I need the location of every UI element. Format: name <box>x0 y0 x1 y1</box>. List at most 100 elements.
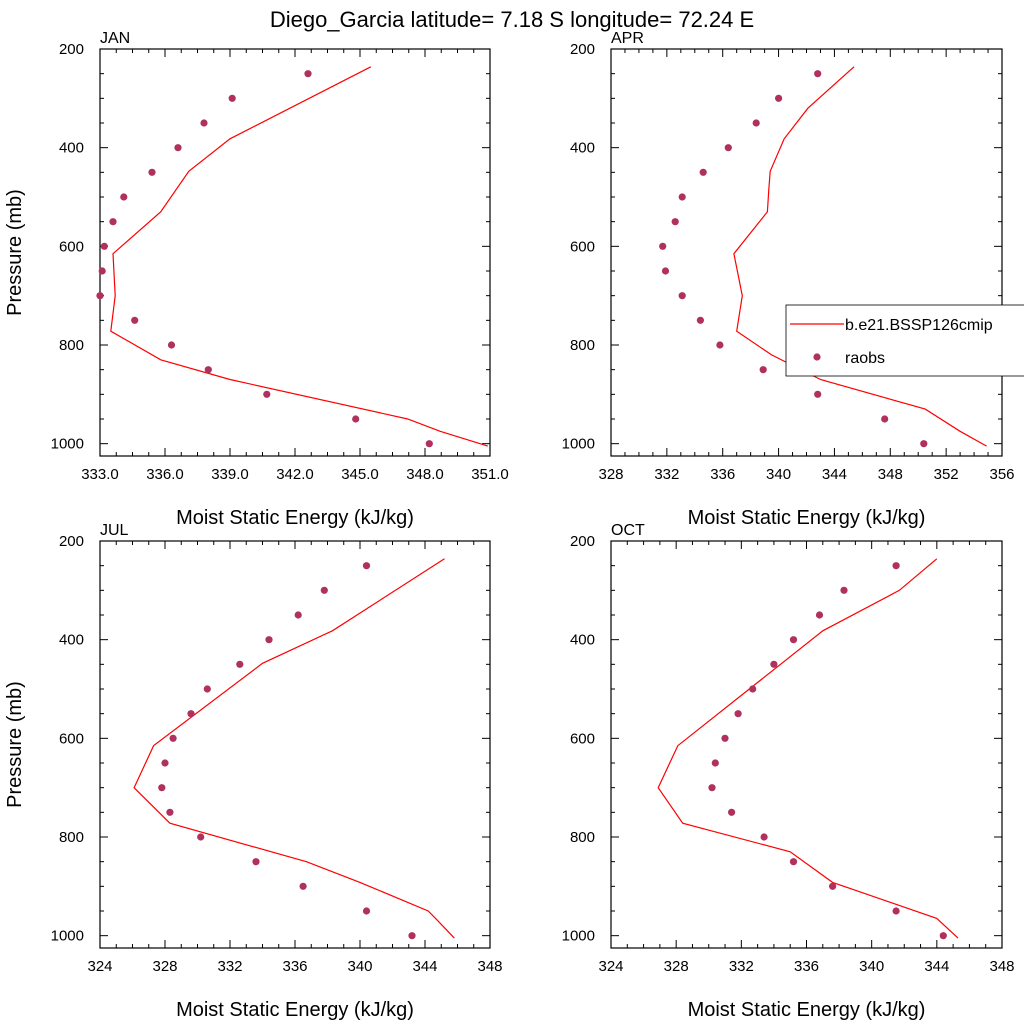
x-tick-label: 356 <box>989 466 1014 483</box>
x-tick-label: 340 <box>347 958 372 975</box>
raobs-point <box>814 390 822 398</box>
x-tick-label: 340 <box>766 466 791 483</box>
raobs-point <box>299 882 307 890</box>
raobs-point <box>204 366 212 374</box>
x-tick-label: 340 <box>859 958 884 975</box>
raobs-point <box>881 415 889 423</box>
x-tick-label: 332 <box>654 466 679 483</box>
y-tick-label: 400 <box>570 632 595 649</box>
raobs-point <box>320 586 328 594</box>
y-tick-label: 400 <box>59 632 84 649</box>
raobs-point <box>169 734 177 742</box>
raobs-point <box>721 734 729 742</box>
x-tick-label: 332 <box>729 958 754 975</box>
x-tick-label: 344 <box>924 958 949 975</box>
y-tick-label: 200 <box>570 533 595 550</box>
raobs-point <box>671 218 679 226</box>
raobs-point <box>109 218 117 226</box>
x-axis-label: Moist Static Energy (kJ/kg) <box>176 507 414 529</box>
raobs-point <box>236 660 244 668</box>
y-tick-label: 800 <box>570 337 595 354</box>
raobs-point <box>789 636 798 644</box>
raobs-point <box>814 70 822 78</box>
panel-jul: JUL 324 328 332 336 340 344 348 200 400 600 800 1000… <box>4 522 503 1021</box>
raobs-point <box>187 710 195 718</box>
y-tick-label: 200 <box>570 41 595 58</box>
legend: b.e21.BSSP126cmip raobs <box>785 304 1024 377</box>
panel-apr: APR 328 332 336 340 344 348 352 356 200 400 600 800 1… <box>562 30 1015 529</box>
x-tick-label: 333.0 <box>81 466 119 483</box>
raobs-point <box>228 94 236 102</box>
raobs-point <box>708 784 716 792</box>
series-line-model <box>133 558 455 939</box>
raobs-point <box>775 94 783 102</box>
x-tick-label: 328 <box>664 958 689 975</box>
x-axis-label: Moist Static Energy (kJ/kg) <box>688 507 926 529</box>
raobs-point <box>759 366 767 374</box>
y-tick-label: 400 <box>59 140 84 157</box>
raobs-point <box>728 808 736 816</box>
y-tick-label: 600 <box>59 238 84 255</box>
plot-frame <box>610 540 1003 949</box>
raobs-point <box>815 611 824 619</box>
y-axis-label: Pressure (mb) <box>4 189 26 316</box>
series-line-model <box>657 558 959 939</box>
y-tick-label: 800 <box>59 829 84 846</box>
raobs-point <box>724 144 732 152</box>
raobs-point <box>696 316 705 324</box>
raobs-point <box>304 70 312 78</box>
plot-frame <box>99 540 491 949</box>
raobs-point <box>892 562 900 570</box>
raobs-point <box>252 858 260 866</box>
raobs-point <box>699 168 707 176</box>
x-tick-label: 328 <box>598 466 623 483</box>
x-tick-label: 324 <box>598 958 623 975</box>
y-tick-label: 1000 <box>51 928 84 945</box>
y-tick-label: 600 <box>570 730 595 747</box>
y-tick-label: 800 <box>570 829 595 846</box>
x-tick-label: 332 <box>217 958 242 975</box>
raobs-point <box>892 907 900 915</box>
x-tick-label: 342.0 <box>276 466 314 483</box>
plot-frame <box>99 48 491 457</box>
figure-title: Diego_Garcia latitude= 7.18 S longitude=… <box>270 7 754 32</box>
raobs-point <box>352 415 360 423</box>
x-tick-label: 336.0 <box>146 466 184 483</box>
raobs-point <box>749 685 757 693</box>
raobs-point <box>770 660 778 668</box>
y-tick-label: 1000 <box>51 436 84 453</box>
raobs-point <box>659 242 667 250</box>
raobs-point <box>158 784 166 792</box>
x-axis-label: Moist Static Energy (kJ/kg) <box>176 999 414 1021</box>
y-tick-label: 800 <box>59 337 84 354</box>
y-tick-label: 600 <box>570 238 595 255</box>
raobs-point <box>920 440 928 448</box>
x-axis-label: Moist Static Energy (kJ/kg) <box>688 999 926 1021</box>
raobs-point <box>752 119 760 127</box>
panel-label: OCT <box>611 522 645 539</box>
x-tick-label: 324 <box>87 958 112 975</box>
x-tick-label: 345.0 <box>341 466 379 483</box>
x-tick-label: 348 <box>477 958 502 975</box>
raobs-point <box>131 316 139 324</box>
raobs-point <box>100 242 108 250</box>
legend-box <box>785 304 1024 377</box>
x-tick-label: 344 <box>822 466 847 483</box>
legend-label-raobs: raobs <box>845 350 885 367</box>
x-tick-label: 352 <box>934 466 959 483</box>
x-tick-label: 328 <box>152 958 177 975</box>
raobs-point <box>174 144 182 152</box>
panel-label: JAN <box>100 30 130 47</box>
raobs-point <box>203 685 211 693</box>
raobs-point <box>711 759 719 767</box>
y-tick-label: 1000 <box>562 436 595 453</box>
panel-label: APR <box>611 30 644 47</box>
raobs-point <box>161 759 169 767</box>
raobs-point <box>760 833 768 841</box>
x-tick-label: 336 <box>282 958 307 975</box>
raobs-point <box>678 193 686 201</box>
series-line-model <box>110 66 488 447</box>
x-tick-label: 348 <box>878 466 903 483</box>
y-tick-label: 400 <box>570 140 595 157</box>
panel-oct: OCT 324 328 332 336 340 344 348 200 400 600 800 1000… <box>562 522 1015 1021</box>
